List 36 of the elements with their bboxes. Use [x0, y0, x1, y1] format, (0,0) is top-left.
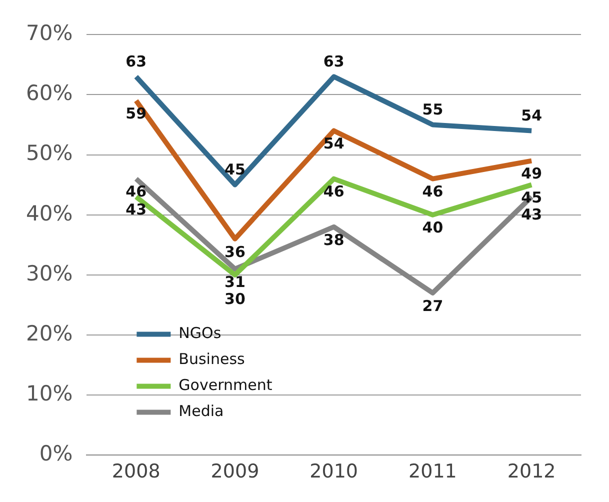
y-tick-label: 40%: [26, 201, 73, 226]
data-label: 46: [323, 182, 344, 201]
x-tick-label: 2008: [112, 460, 160, 483]
x-tick-label: 2010: [310, 460, 358, 483]
data-label: 36: [224, 242, 246, 261]
x-tick-label: 2012: [507, 460, 556, 483]
data-label: 45: [521, 188, 542, 207]
data-label: 43: [521, 206, 542, 224]
y-tick-label: 30%: [26, 261, 73, 286]
data-label: 63: [126, 52, 147, 71]
y-tick-label: 0%: [39, 442, 73, 466]
data-label: 30: [224, 290, 246, 308]
legend-label: NGOs: [178, 324, 222, 342]
data-label: 27: [422, 296, 444, 315]
legend-label: Business: [178, 350, 246, 368]
data-label: 40: [422, 218, 444, 237]
legend-label: Government: [178, 376, 272, 394]
y-tick-label: 50%: [26, 141, 73, 166]
x-tick-label: 2009: [210, 460, 260, 483]
data-label: 43: [126, 200, 147, 219]
data-label: 46: [422, 182, 444, 201]
x-tick-label: 2011: [408, 460, 457, 483]
y-tick-label: 60%: [26, 81, 73, 106]
data-label: 45: [224, 160, 246, 179]
data-label: 55: [422, 100, 444, 119]
y-tick-label: 20%: [26, 321, 73, 346]
y-tick-label: 10%: [26, 382, 73, 406]
y-tick-label: 70%: [26, 21, 73, 46]
data-label: 63: [323, 52, 344, 71]
data-label: 54: [323, 134, 344, 153]
data-label: 38: [323, 230, 344, 249]
data-label: 54: [521, 106, 542, 125]
data-label: 46: [126, 182, 147, 201]
data-label: 49: [521, 164, 542, 183]
data-label: 31: [224, 272, 246, 291]
legend-label: Media: [178, 402, 224, 420]
